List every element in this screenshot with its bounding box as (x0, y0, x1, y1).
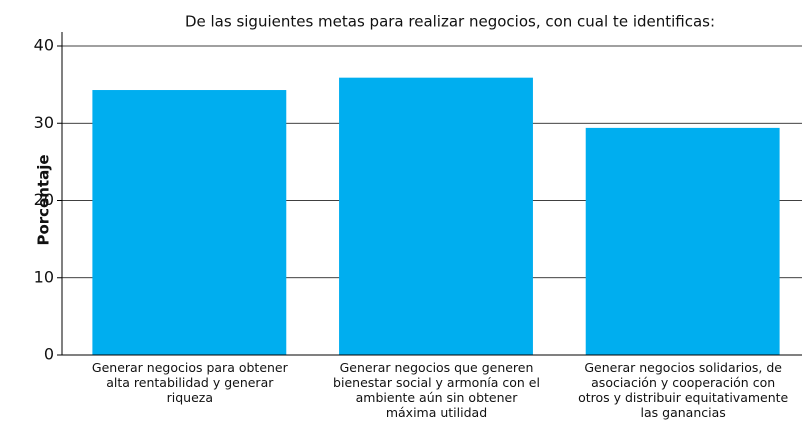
x-tick-label: Generar negocios solidarios, de asociaci… (578, 360, 789, 420)
x-tick-label: Generar negocios que generen bienestar s… (333, 360, 540, 420)
y-tick-label: 40 (34, 36, 54, 55)
y-axis-label: Porcentaje (35, 154, 53, 245)
bar (92, 90, 287, 355)
y-tick-label: 30 (34, 113, 54, 132)
chart-title: De las siguientes metas para realizar ne… (185, 13, 715, 31)
x-tick-label: Generar negocios para obtener alta renta… (91, 360, 288, 405)
y-tick-label: 20 (34, 190, 54, 209)
y-tick-label: 10 (34, 267, 54, 286)
bar (339, 77, 533, 356)
y-tick-label: 0 (44, 345, 54, 364)
bar (585, 127, 780, 355)
